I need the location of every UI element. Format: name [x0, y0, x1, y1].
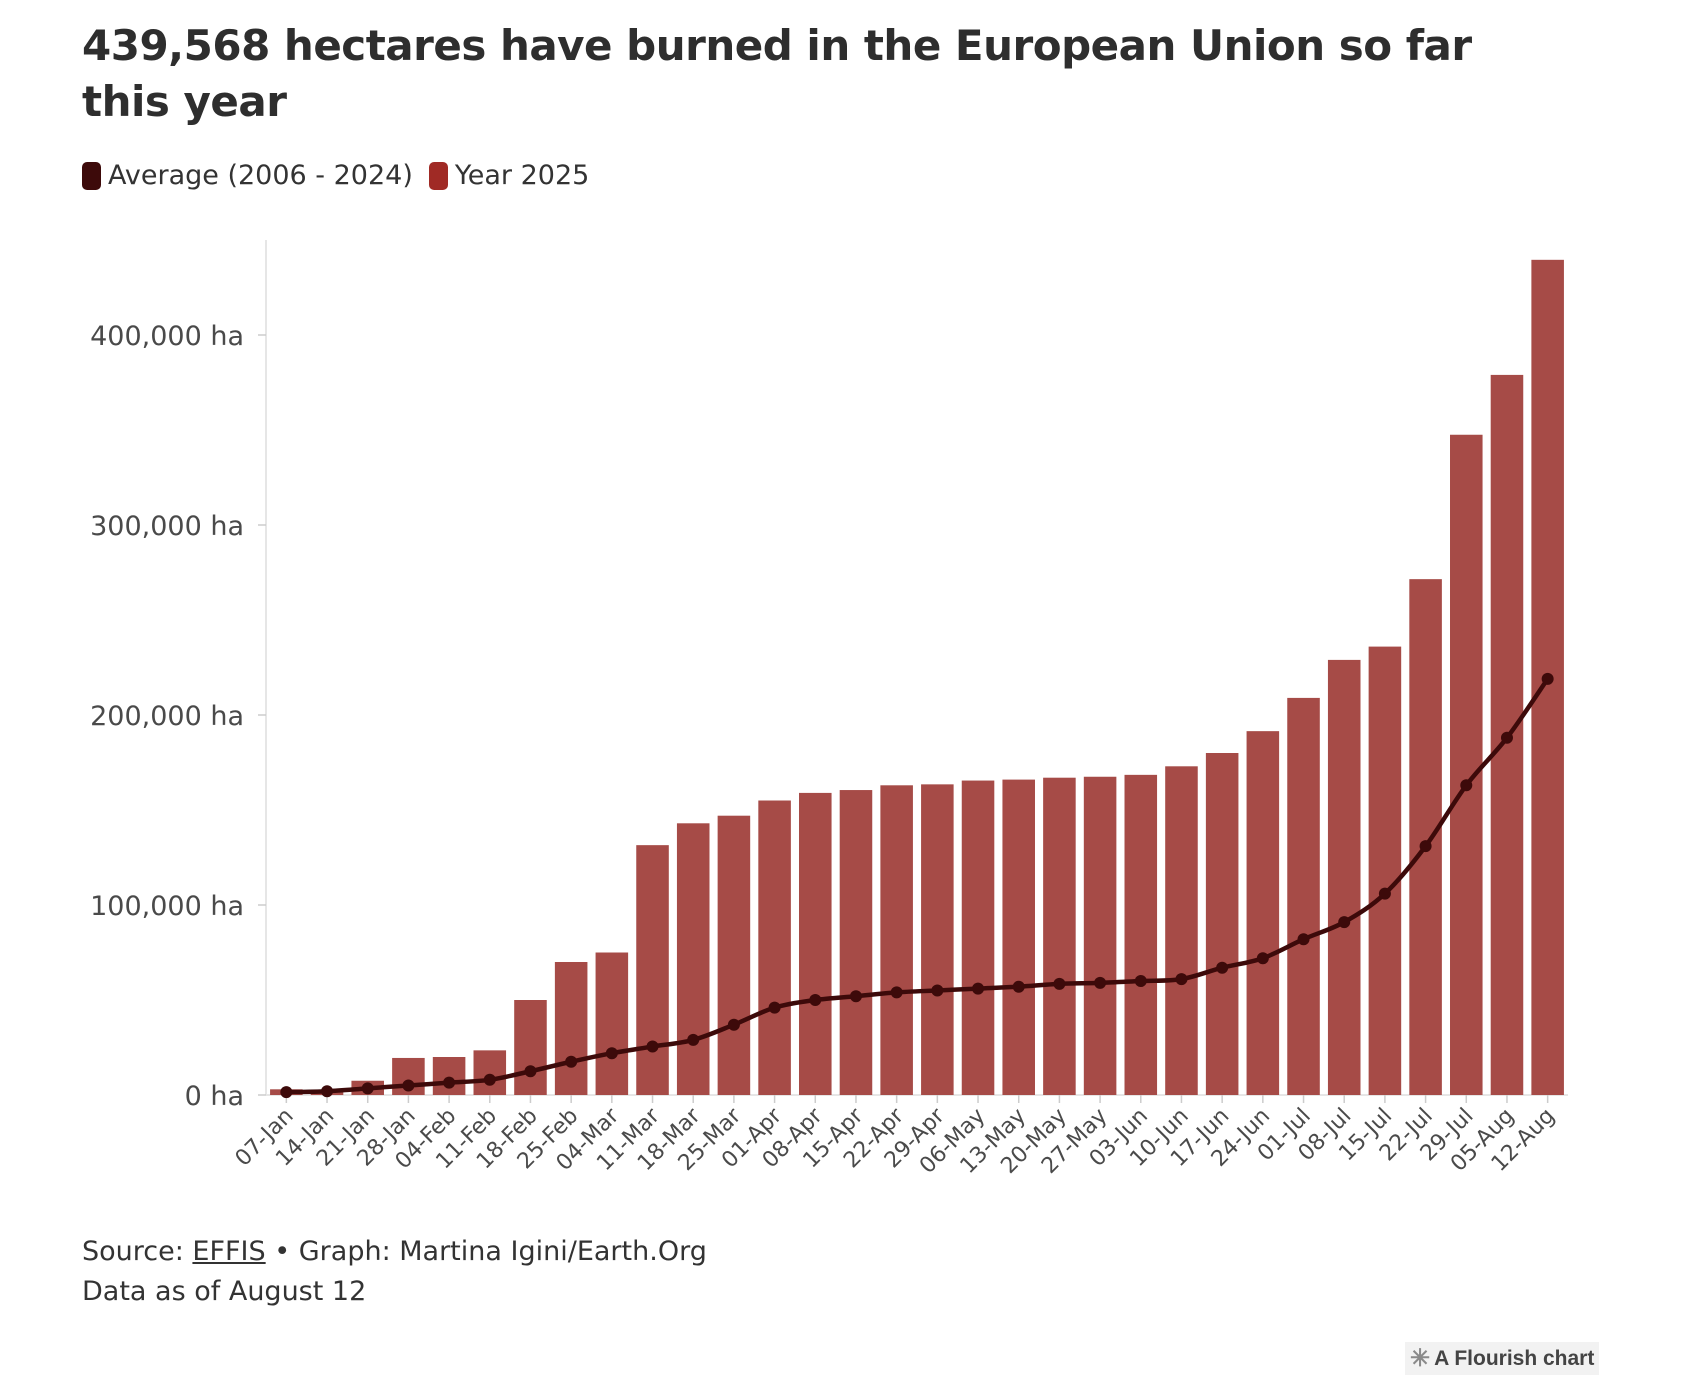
bar-11-Mar[interactable] — [636, 845, 669, 1095]
average-point-25-Mar[interactable] — [727, 1018, 740, 1031]
average-point-28-Jan[interactable] — [402, 1079, 415, 1092]
bars-year-2025 — [270, 259, 1564, 1096]
bar-17-Jun[interactable] — [1205, 753, 1239, 1095]
footer: Source: EFFIS • Graph: Martina Igini/Ear… — [82, 1232, 707, 1312]
chart-area: 07-Jan14-Jan21-Jan28-Jan04-Feb11-Feb18-F… — [90, 240, 1568, 1179]
bar-01-Apr[interactable] — [758, 800, 791, 1096]
data-note: Data as of August 12 — [82, 1276, 367, 1307]
average-point-15-Apr[interactable] — [849, 990, 862, 1003]
bar-04-Feb[interactable] — [432, 1057, 466, 1095]
chart-title: 439,568 hectares have burned in the Euro… — [82, 21, 1472, 126]
average-point-29-Jul[interactable] — [1460, 779, 1473, 792]
average-point-10-Jun[interactable] — [1175, 973, 1188, 986]
average-point-01-Apr[interactable] — [768, 1001, 781, 1014]
bar-08-Apr[interactable] — [799, 792, 832, 1095]
bar-10-Jun[interactable] — [1165, 766, 1198, 1095]
average-point-05-Aug[interactable] — [1500, 731, 1513, 744]
bar-13-May[interactable] — [1002, 779, 1035, 1095]
y-tick-label: 0 ha — [185, 1081, 244, 1112]
legend-item-year-2025[interactable]: Year 2025 — [428, 160, 590, 191]
bar-15-Apr[interactable] — [839, 790, 873, 1095]
average-point-08-Jul[interactable] — [1338, 916, 1351, 929]
y-tick-labels: 0 ha 100,000 ha 200,000 ha 300,000 ha 400,00… — [90, 321, 244, 1112]
flourish-asterisk-icon: ✳ — [1410, 1345, 1431, 1372]
average-point-27-May[interactable] — [1094, 976, 1107, 989]
average-point-22-Jul[interactable] — [1419, 840, 1432, 853]
bar-22-Jul[interactable] — [1409, 579, 1442, 1095]
bar-08-Jul[interactable] — [1327, 659, 1361, 1095]
bar-18-Mar[interactable] — [676, 823, 710, 1095]
bar-24-Jun[interactable] — [1246, 731, 1280, 1095]
x-tick-labels: 07-Jan14-Jan21-Jan28-Jan04-Feb11-Feb18-F… — [231, 1103, 1560, 1179]
average-point-22-Apr[interactable] — [890, 986, 903, 999]
bar-15-Jul[interactable] — [1368, 646, 1402, 1095]
bar-18-Feb[interactable] — [514, 1000, 547, 1095]
line-average — [280, 672, 1554, 1099]
average-point-25-Feb[interactable] — [565, 1055, 578, 1068]
average-point-15-Jul[interactable] — [1378, 887, 1391, 900]
bar-01-Jul[interactable] — [1287, 697, 1320, 1095]
average-point-20-May[interactable] — [1053, 977, 1066, 990]
average-point-29-Apr[interactable] — [931, 984, 944, 997]
average-point-17-Jun[interactable] — [1216, 961, 1229, 974]
bar-29-Jul[interactable] — [1450, 434, 1483, 1095]
average-point-11-Mar[interactable] — [646, 1040, 659, 1053]
source-link-effis[interactable]: EFFIS — [192, 1236, 266, 1267]
y-tick-label: 100,000 ha — [90, 891, 244, 922]
source-line: Source: EFFIS • Graph: Martina Igini/Ear… — [82, 1232, 707, 1272]
bar-06-May[interactable] — [961, 780, 995, 1095]
bar-25-Feb[interactable] — [554, 962, 588, 1095]
average-point-06-May[interactable] — [972, 982, 985, 995]
y-tick-label: 400,000 ha — [90, 321, 244, 352]
average-point-18-Feb[interactable] — [524, 1065, 537, 1078]
bar-29-Apr[interactable] — [921, 784, 954, 1095]
legend-label-year-2025: Year 2025 — [454, 160, 590, 191]
y-tick-label: 200,000 ha — [90, 701, 244, 732]
source-prefix: Source: — [82, 1236, 193, 1267]
bar-03-Jun[interactable] — [1124, 774, 1158, 1095]
average-point-03-Jun[interactable] — [1134, 975, 1147, 987]
bar-11-Feb[interactable] — [473, 1050, 507, 1095]
average-point-11-Feb[interactable] — [483, 1073, 496, 1086]
average-point-21-Jan[interactable] — [361, 1082, 374, 1095]
flourish-badge[interactable]: ✳ A Flourish chart — [1405, 1342, 1600, 1375]
average-point-04-Feb[interactable] — [443, 1076, 456, 1089]
bar-20-May[interactable] — [1043, 777, 1076, 1095]
source-suffix: • Graph: Martina Igini/Earth.Org — [265, 1236, 707, 1267]
legend-swatch-average — [82, 161, 101, 190]
average-point-08-Apr[interactable] — [809, 994, 822, 1006]
bar-22-Apr[interactable] — [880, 785, 913, 1095]
average-point-24-Jun[interactable] — [1256, 952, 1269, 965]
average-point-12-Aug[interactable] — [1541, 672, 1554, 685]
average-point-01-Jul[interactable] — [1297, 933, 1310, 946]
y-tick-label: 300,000 ha — [90, 511, 244, 542]
legend-swatch-year-2025 — [428, 161, 448, 190]
average-point-04-Mar[interactable] — [605, 1047, 618, 1060]
legend-label-average: Average (2006 - 2024) — [108, 160, 413, 191]
flourish-label: A Flourish chart — [1434, 1346, 1595, 1370]
average-point-07-Jan[interactable] — [280, 1086, 293, 1099]
bar-25-Mar[interactable] — [717, 815, 751, 1095]
legend: Average (2006 - 2024) Year 2025 — [82, 160, 605, 191]
legend-item-average[interactable]: Average (2006 - 2024) — [82, 160, 413, 191]
average-point-14-Jan[interactable] — [321, 1085, 334, 1098]
bar-04-Mar[interactable] — [595, 952, 629, 1096]
average-point-13-May[interactable] — [1012, 980, 1025, 993]
bar-27-May[interactable] — [1083, 776, 1117, 1095]
average-point-18-Mar[interactable] — [687, 1033, 700, 1046]
